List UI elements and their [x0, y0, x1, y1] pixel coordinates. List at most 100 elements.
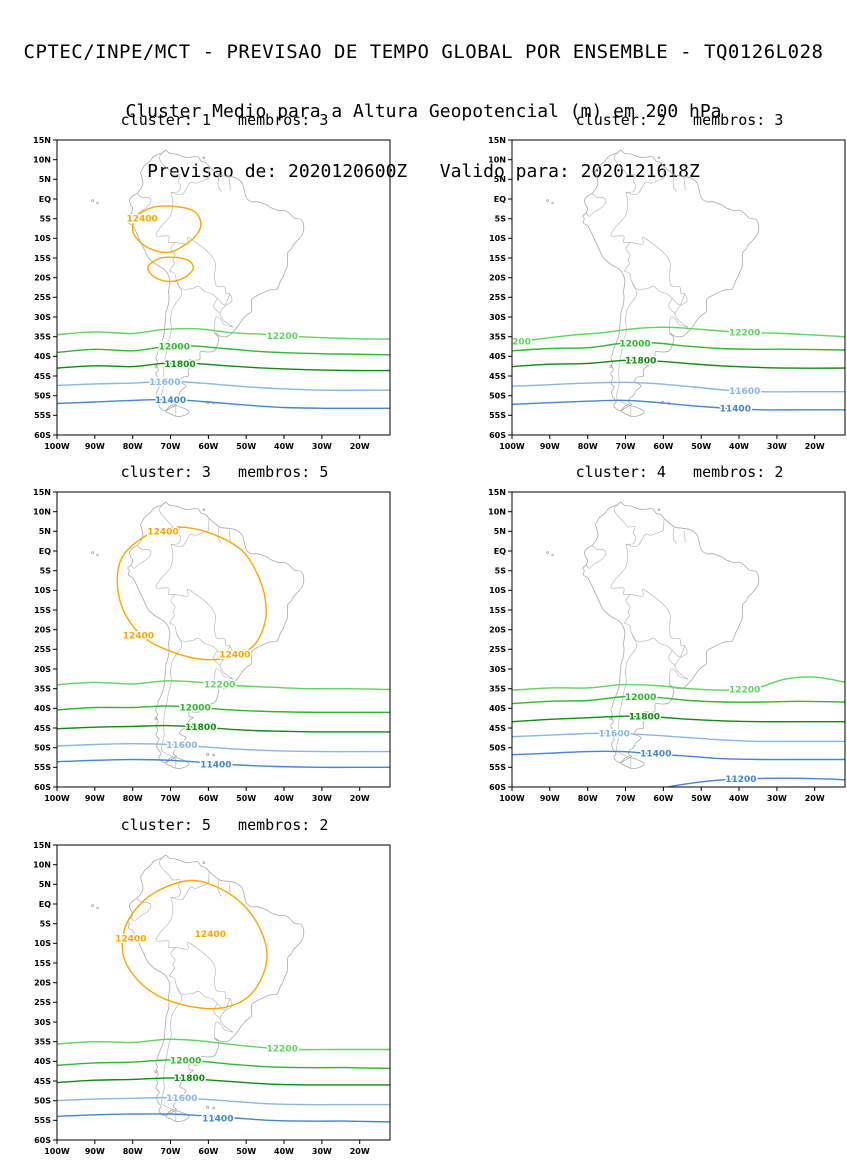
svg-text:EQ: EQ: [39, 195, 51, 204]
svg-text:20W: 20W: [350, 442, 370, 451]
map-frame: [511, 139, 846, 436]
svg-text:40S: 40S: [34, 352, 51, 361]
svg-text:70W: 70W: [161, 442, 181, 451]
lat-axis: 15N 10N 5N EQ 5S 10S 15S 20S 25S 30S 35S 40S 45S 50S 5…: [33, 841, 57, 1145]
contour-11600: [57, 1096, 390, 1106]
svg-text:80W: 80W: [123, 1147, 143, 1156]
contour-label-11600: 11600: [166, 1094, 197, 1104]
contour-label-11600: 11600: [166, 741, 197, 751]
svg-text:40S: 40S: [489, 352, 506, 361]
svg-text:30S: 30S: [34, 1018, 51, 1027]
svg-text:5S: 5S: [495, 567, 507, 576]
page-header: CPTEC/INPE/MCT - PREVISAO DE TEMPO GLOBA…: [0, 0, 847, 202]
svg-text:5N: 5N: [494, 527, 506, 536]
svg-text:45S: 45S: [34, 372, 51, 381]
svg-text:30S: 30S: [489, 665, 506, 674]
svg-text:70W: 70W: [161, 1147, 181, 1156]
svg-text:100W: 100W: [44, 1147, 70, 1156]
svg-text:35S: 35S: [34, 685, 51, 694]
contour-11800: [57, 1077, 390, 1086]
panel-cluster-1: cluster: 1 membros: 3 12400 12200 12000 1180…: [20, 110, 392, 456]
panel-map: 12200 12000 11800 11600 11400 11200 15N 10N 5N EQ…: [488, 488, 846, 803]
svg-text:50S: 50S: [34, 1097, 51, 1106]
svg-text:25S: 25S: [34, 645, 51, 654]
svg-text:25S: 25S: [34, 998, 51, 1007]
svg-text:EQ: EQ: [494, 195, 506, 204]
svg-text:80W: 80W: [123, 442, 143, 451]
svg-text:30W: 30W: [767, 442, 787, 451]
svg-text:100W: 100W: [499, 442, 525, 451]
contour-label-11200: 11200: [725, 775, 756, 785]
contour-label-11400: 11400: [155, 396, 186, 406]
panel-title: cluster: 4 membros: 2: [575, 463, 784, 481]
header-title: CPTEC/INPE/MCT - PREVISAO DE TEMPO GLOBA…: [23, 41, 824, 63]
contour-label-12200: 12200: [729, 686, 760, 696]
svg-text:60S: 60S: [34, 783, 51, 792]
svg-text:5N: 5N: [494, 175, 506, 184]
lon-axis: 100W 90W 80W 70W 60W 50W 40W 30W 20W: [44, 1140, 370, 1156]
lat-axis: 15N 10N 5N EQ 5S 10S 15S 20S 25S 30S 35S 40S 45S 50S 5…: [488, 136, 512, 440]
svg-text:15N: 15N: [33, 136, 51, 145]
svg-text:50W: 50W: [236, 794, 256, 803]
panel-title: cluster: 2 membros: 3: [575, 111, 784, 129]
map-frame: [56, 844, 391, 1141]
contour-label-12000: 12000: [625, 693, 656, 703]
contour-11800: [512, 359, 845, 369]
contour-label-11800: 11800: [174, 1074, 205, 1084]
contour-label-11400: 11400: [200, 761, 231, 771]
contour-label-12400: 12400: [126, 215, 157, 225]
contour-11600: [57, 380, 390, 391]
svg-text:50S: 50S: [34, 392, 51, 401]
svg-text:40W: 40W: [274, 442, 294, 451]
header-subtitle: Cluster Medio para a Altura Geopotencial…: [125, 101, 722, 122]
panel-cluster-4: cluster: 4 membros: 2 12200 12000 11800 1160…: [475, 462, 847, 808]
svg-text:70W: 70W: [161, 794, 181, 803]
contour-11400: [57, 398, 390, 410]
contour-label-11800: 11800: [185, 723, 216, 733]
svg-text:10N: 10N: [33, 861, 51, 870]
svg-text:20S: 20S: [34, 626, 51, 635]
svg-text:30S: 30S: [489, 313, 506, 322]
map-geography: [91, 149, 305, 417]
panel-title: cluster: 5 membros: 2: [120, 816, 329, 834]
contour-12200: [512, 676, 845, 691]
svg-text:50S: 50S: [489, 392, 506, 401]
svg-text:10N: 10N: [488, 156, 506, 165]
contour-12200: [512, 326, 845, 344]
contour-12200: [57, 1038, 390, 1051]
svg-text:50W: 50W: [691, 794, 711, 803]
svg-text:80W: 80W: [578, 442, 598, 451]
contour-12200: [57, 327, 390, 340]
map-frame: [56, 491, 391, 788]
svg-text:10S: 10S: [34, 234, 51, 243]
svg-text:15S: 15S: [489, 606, 506, 615]
svg-text:10S: 10S: [489, 234, 506, 243]
svg-text:50S: 50S: [489, 744, 506, 753]
svg-text:5N: 5N: [39, 527, 51, 536]
contour-label-11400: 11400: [202, 1114, 233, 1124]
contour-12000: [512, 695, 845, 705]
contour-label-12000: 12000: [179, 704, 210, 714]
contour-12000: [512, 341, 845, 352]
svg-text:60W: 60W: [198, 442, 218, 451]
svg-text:20S: 20S: [489, 626, 506, 635]
svg-text:45S: 45S: [489, 724, 506, 733]
svg-text:40W: 40W: [274, 794, 294, 803]
svg-text:40W: 40W: [729, 794, 749, 803]
svg-text:55S: 55S: [34, 1116, 51, 1125]
svg-text:80W: 80W: [123, 794, 143, 803]
contour-label-12400: 12400: [123, 632, 154, 642]
panel-cluster-5: cluster: 5 membros: 2 12400 12400 12200 1200…: [20, 815, 392, 1161]
svg-text:60W: 60W: [198, 794, 218, 803]
svg-text:100W: 100W: [499, 794, 525, 803]
svg-text:60S: 60S: [489, 783, 506, 792]
svg-text:40W: 40W: [274, 1147, 294, 1156]
contour-label-11600: 11600: [599, 730, 630, 740]
svg-text:55S: 55S: [34, 763, 51, 772]
contour-11800: [512, 715, 845, 723]
panel-map: 12400 12200 12000 11800 11600 11400 15N 10N 5N EQ…: [33, 136, 391, 451]
svg-text:50W: 50W: [691, 442, 711, 451]
contour-11200: [663, 777, 845, 787]
svg-text:90W: 90W: [85, 794, 105, 803]
svg-text:90W: 90W: [85, 442, 105, 451]
